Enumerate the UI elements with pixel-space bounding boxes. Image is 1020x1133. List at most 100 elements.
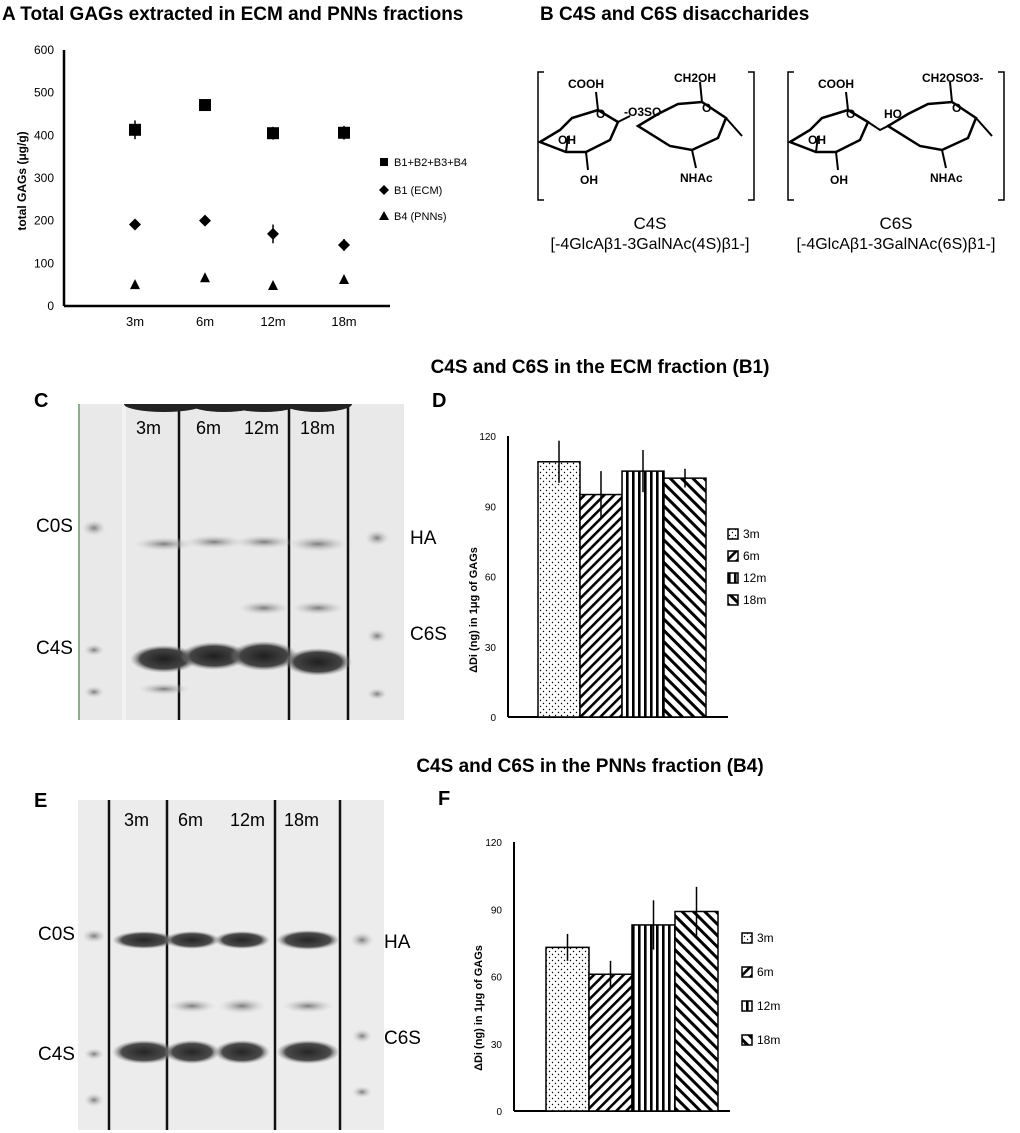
gel-c-c0s-label: C0S: [36, 516, 73, 537]
chart-a-legend-marker: [380, 158, 388, 166]
chart-a-point-pnn: [130, 279, 140, 290]
chart-d-bar: [537, 461, 581, 718]
chart-a-legend-label: B1 (ECM): [394, 185, 442, 197]
chart-d-bars: [537, 440, 707, 718]
chart-a-point-ecm: [129, 218, 141, 231]
c4s-nhac-label: NHAc: [680, 171, 713, 185]
c4s-oh2-label: OH: [580, 173, 598, 187]
c4s-sequence: [-4GlcAβ1-3GalNAc(4S)β1-]: [550, 236, 750, 253]
chart-f-bar: [631, 924, 676, 1112]
chart-a-x-tick-label: 18m: [331, 314, 356, 329]
chart-a-point-total: [267, 127, 279, 140]
chart-a-point-total: [338, 126, 350, 139]
ecm-section-title: C4S and C6S in the ECM fraction (B1): [430, 357, 770, 378]
c4s-ring-o2-label: O: [702, 101, 711, 115]
chart-f-legend: 3m 6m 12m 18m: [741, 931, 780, 1047]
chart-a-legend-label: B1+B2+B3+B4: [394, 157, 467, 169]
gel-c-lane-label: 3m: [136, 418, 162, 438]
chart-d-y-tick-label: 120: [479, 432, 496, 443]
chart-a-y-tick-label: 300: [34, 171, 54, 185]
chart-d-bar: ΔDi (ng) in 1μg of GAGs 0 30 60 90 120 3m 6m 1…: [468, 432, 766, 724]
gel-e-lane-label: 12m: [230, 810, 266, 830]
chart-f-legend-label: 3m: [757, 931, 774, 945]
chart-a-point-pnn: [268, 279, 278, 290]
chart-d-legend: 3m 6m 12m 18m: [727, 527, 766, 607]
chart-d-legend-swatch: [727, 572, 739, 584]
c4s-ring-o-label: O: [596, 107, 605, 121]
c4s-sulfate-label: -O3SO: [624, 105, 661, 119]
c6s-structure: COOH CH2OSO3- O HO O OH OH NHAc: [787, 71, 1005, 201]
chart-a-legend-marker: [379, 211, 389, 220]
c4s-name: C4S: [633, 214, 667, 233]
chart-d-bar: [663, 477, 707, 718]
gel-e-lane-label: 6m: [178, 810, 204, 830]
gel-e-image: [78, 800, 384, 1130]
chart-f-legend-swatch: [741, 1034, 753, 1046]
chart-a-x-tick-label: 6m: [196, 314, 214, 329]
c6s-ch2-label: CH2OSO3-: [922, 71, 983, 85]
gel-e-ha-label: HA: [384, 932, 411, 953]
chart-a-legend-label: B4 (PNNs): [394, 211, 447, 223]
gel-e-c0s-label: C0S: [38, 924, 75, 945]
chart-d-legend-label: 12m: [743, 571, 766, 585]
gel-c-lane-label: 18m: [300, 418, 336, 438]
chart-d-bar: [621, 470, 665, 718]
chart-a-legend: B1+B2+B3+B4 B1 (ECM) B4 (PNNs): [379, 157, 467, 223]
c6s-ring-o-label: O: [846, 107, 855, 121]
chart-f-y-tick-label: 30: [491, 1040, 503, 1051]
c4s-ch2-label: CH2OH: [674, 71, 716, 85]
chart-d-bar: [579, 493, 623, 718]
chart-f-bars: [545, 886, 719, 1112]
chart-a-point-ecm: [199, 214, 211, 227]
chart-a-y-tick-label: 400: [34, 128, 54, 142]
c6s-ring-o2-label: O: [952, 101, 961, 115]
gel-c-lane-label: 6m: [196, 418, 222, 438]
chart-a-y-tick-label: 100: [34, 256, 54, 270]
chart-d-legend-label: 18m: [743, 593, 766, 607]
chart-f-bar: [588, 973, 633, 1112]
c6s-ho-label: HO: [884, 107, 902, 121]
chart-d-legend-swatch: [727, 550, 739, 562]
panel-b-title: B C4S and C6S disaccharides: [540, 4, 810, 25]
chart-f-legend-label: 18m: [757, 1033, 780, 1047]
chart-a-x-ticks: 3m 6m 12m 18m: [126, 314, 357, 329]
gel-c-ha-label: HA: [410, 528, 437, 549]
c6s-oh2-label: OH: [830, 173, 848, 187]
chart-d-y-ticks: 0 30 60 90 120: [479, 432, 496, 724]
chart-a-y-tick-label: 600: [34, 43, 54, 57]
chart-f-legend-label: 6m: [757, 965, 774, 979]
chart-f-y-ticks: 0 30 60 90 120: [485, 838, 502, 1118]
chart-a-scatter: total GAGs (μg/g) 0 100 200 300 400 500 600 3m…: [15, 43, 467, 329]
chart-d-legend-swatch: [727, 594, 739, 606]
chart-f-bar: ΔDi (ng) in 1μg of GAGs 0 30 60 90 120 3m 6m 1…: [473, 838, 780, 1118]
c4s-c6s-structures: COOH CH2OH O -O3SO O OH OH NHAc COOH CH2…: [537, 71, 1005, 201]
c6s-name: C6S: [879, 214, 913, 233]
chart-f-letter: F: [438, 788, 451, 810]
chart-f-y-tick-label: 0: [496, 1107, 502, 1118]
chart-a-point-ecm: [338, 238, 350, 251]
chart-f-legend-swatch: [741, 966, 753, 978]
gel-c-lane-label: 12m: [244, 418, 280, 438]
c6s-cooh-label: COOH: [818, 77, 854, 91]
c6s-nhac-label: NHAc: [930, 171, 963, 185]
chart-d-y-tick-label: 0: [490, 713, 496, 724]
chart-a-x-tick-label: 12m: [260, 314, 285, 329]
chart-a-point-total: [199, 99, 211, 112]
chart-d-letter: D: [432, 390, 447, 412]
chart-a-point-pnn: [339, 273, 349, 284]
chart-a-x-tick-label: 3m: [126, 314, 144, 329]
gel-e-lane-label: 3m: [124, 810, 150, 830]
c6s-sequence: [-4GlcAβ1-3GalNAc(6S)β1-]: [796, 236, 996, 253]
chart-a-y-tick-label: 0: [47, 299, 54, 313]
chart-a-point-total: [129, 123, 141, 136]
chart-f-bar: [545, 946, 590, 1112]
pnn-section-title: C4S and C6S in the PNNs fraction (B4): [416, 756, 764, 777]
gel-c-c4s-label: C4S: [36, 638, 73, 659]
c6s-oh1-label: OH: [808, 133, 826, 147]
chart-a-point-ecm: [267, 227, 279, 240]
gel-e-c6s-label: C6S: [384, 1028, 421, 1049]
chart-a-ylabel: total GAGs (μg/g): [15, 131, 29, 230]
chart-f-ylabel: ΔDi (ng) in 1μg of GAGs: [473, 945, 485, 1071]
chart-f-y-tick-label: 60: [491, 973, 503, 984]
chart-f-y-tick-label: 90: [491, 905, 503, 916]
